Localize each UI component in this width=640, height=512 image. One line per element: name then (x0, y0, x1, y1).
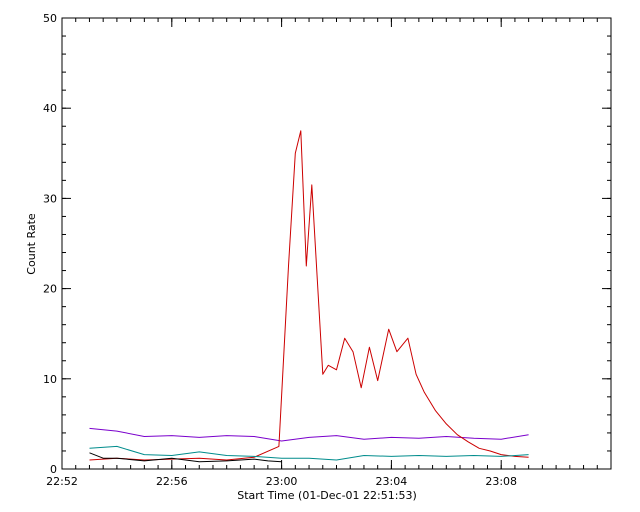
y-tick-label: 50 (43, 12, 57, 25)
series-line-purple (89, 427, 529, 442)
axis-ticks (61, 17, 612, 470)
y-axis-title: Count Rate (25, 213, 38, 275)
x-axis-title: Start Time (01-Dec-01 22:51:53) (237, 489, 417, 502)
y-tick-label: 0 (50, 463, 57, 476)
tick-labels: 0 10 20 30 40 50 22:52 22:56 23:00 23:04 23:08 (43, 12, 517, 488)
x-tick-label: 23:04 (376, 475, 408, 488)
plot-frame (61, 17, 612, 470)
y-tick-label: 40 (43, 102, 57, 115)
x-tick-label: 22:56 (156, 475, 188, 488)
series-line-red (89, 130, 529, 461)
series-line-teal (89, 445, 529, 461)
y-tick-label: 30 (43, 192, 57, 205)
series-line-black (89, 452, 282, 463)
x-tick-label: 23:08 (485, 475, 517, 488)
series-lines (89, 130, 529, 463)
y-tick-label: 10 (43, 373, 57, 386)
x-tick-label: 22:52 (46, 475, 78, 488)
y-tick-label: 20 (43, 283, 57, 296)
x-tick-label: 23:00 (266, 475, 298, 488)
